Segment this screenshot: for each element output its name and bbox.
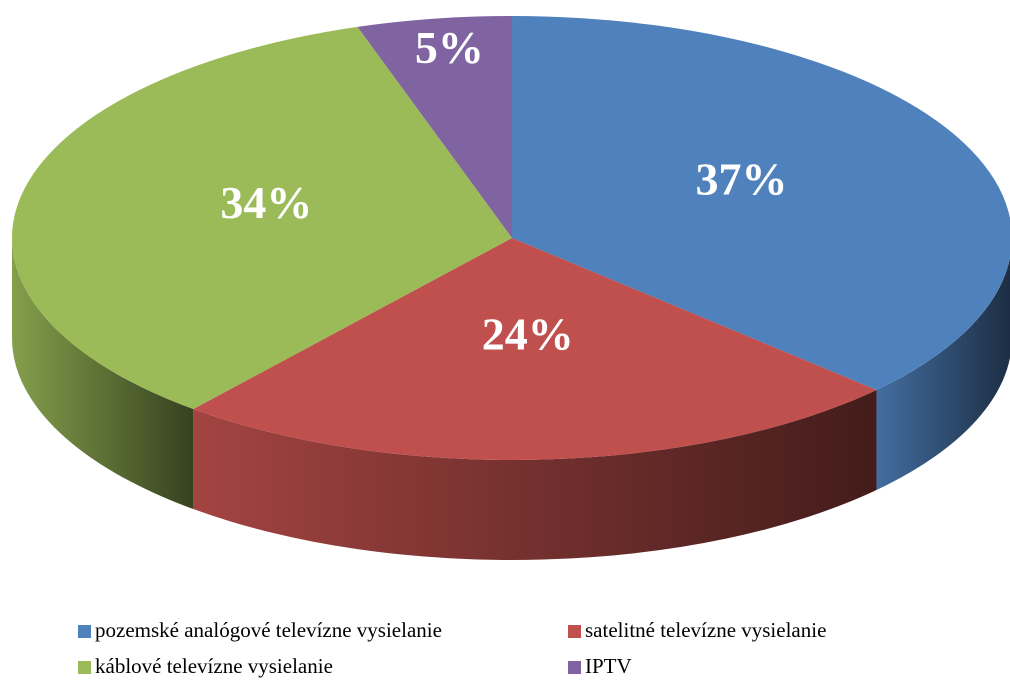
legend-key	[78, 625, 91, 638]
slice	[11, 26, 513, 410]
legend-label: pozemské analógové televízne vysielanie	[95, 618, 442, 642]
legend-key	[568, 625, 581, 638]
slice-side	[12, 238, 194, 510]
data-label: 37%	[695, 153, 787, 204]
slice-side	[876, 257, 1010, 490]
legend-key	[568, 661, 581, 674]
slice	[512, 16, 1010, 390]
slice	[357, 15, 512, 238]
legend-key	[78, 661, 91, 674]
slice	[193, 238, 877, 461]
data-label: 5%	[415, 22, 484, 73]
legend-label: satelitné televízne vysielanie	[585, 618, 826, 642]
legend-label: káblové televízne vysielanie	[95, 654, 333, 678]
slice-side	[193, 389, 877, 561]
data-label: 24%	[482, 308, 574, 359]
legend-label: IPTV	[585, 654, 632, 678]
data-label: 34%	[220, 177, 312, 228]
